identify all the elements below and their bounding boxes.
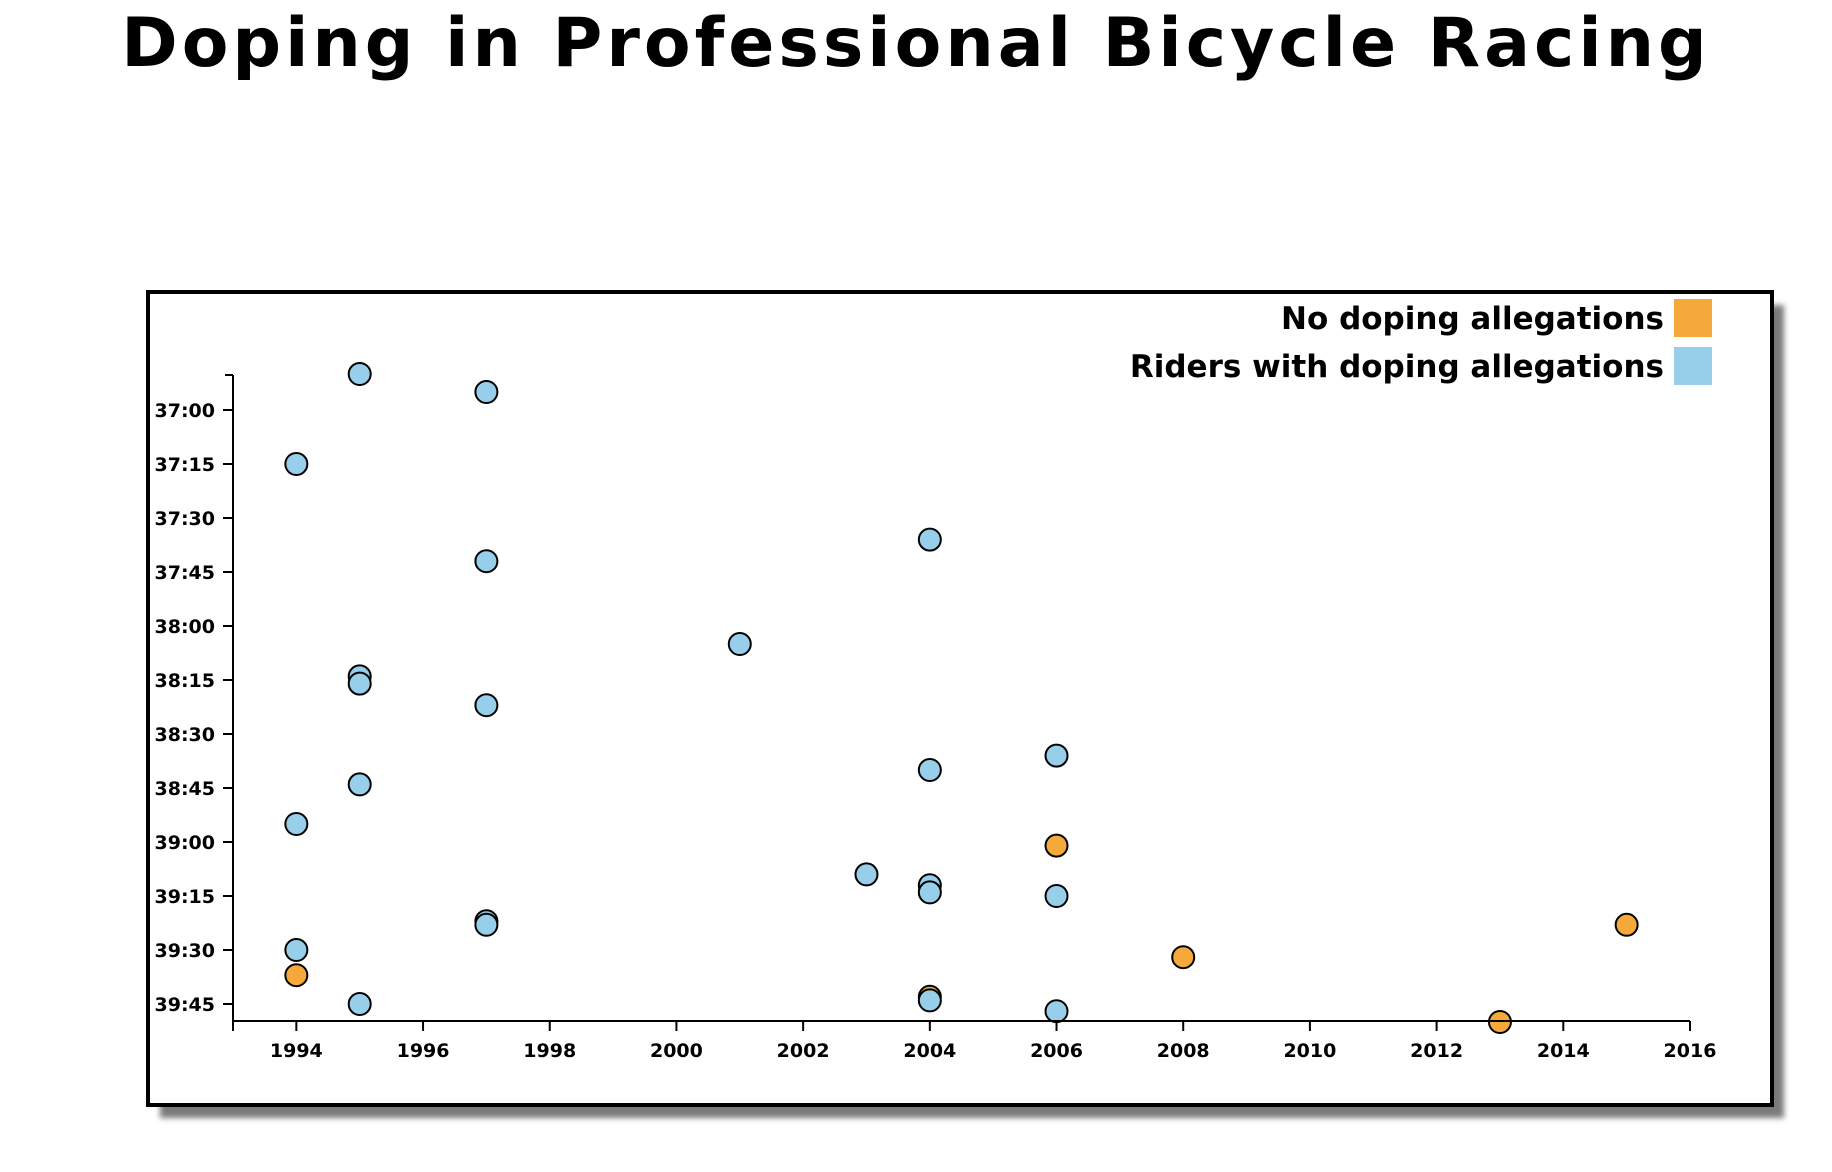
data-point[interactable]	[1044, 999, 1069, 1024]
x-tick-label: 2012	[1410, 1040, 1463, 1062]
y-tick-label: 39:30	[155, 940, 215, 962]
data-point[interactable]	[474, 380, 499, 404]
y-tick-label: 37:30	[155, 508, 215, 530]
legend-swatch	[1674, 299, 1712, 337]
y-tick-label: 39:15	[155, 886, 215, 908]
data-point[interactable]	[1044, 884, 1069, 908]
data-point[interactable]	[917, 880, 942, 905]
y-tick-label: 39:00	[155, 832, 215, 854]
data-point[interactable]	[917, 527, 942, 552]
y-tick-label: 37:15	[155, 454, 215, 476]
x-tick-label: 2004	[903, 1040, 956, 1062]
y-tick-label: 37:45	[155, 562, 215, 584]
x-tick-label: 2014	[1537, 1040, 1590, 1062]
data-point[interactable]	[917, 758, 942, 782]
x-tick-label: 2006	[1030, 1040, 1083, 1062]
legend-label: Riders with doping allegations	[1130, 349, 1664, 385]
data-point[interactable]	[284, 452, 309, 476]
data-point[interactable]	[474, 549, 499, 574]
data-point[interactable]	[347, 671, 372, 696]
plot-area	[284, 362, 1639, 1034]
data-point[interactable]	[284, 938, 309, 962]
data-point[interactable]	[1044, 743, 1069, 768]
chart-title: Doping in Professional Bicycle Racing	[121, 4, 1711, 83]
x-tick-label: 2010	[1283, 1040, 1336, 1062]
chart-frame	[146, 290, 1774, 1107]
data-point[interactable]	[474, 912, 499, 937]
y-tick-label: 38:45	[155, 778, 215, 800]
y-tick-label: 39:45	[155, 994, 215, 1016]
y-tick-label: 38:30	[155, 724, 215, 746]
data-point[interactable]	[1171, 945, 1196, 970]
y-tick-label: 38:15	[155, 670, 215, 692]
data-point[interactable]	[347, 362, 372, 386]
x-tick-label: 2002	[777, 1040, 830, 1062]
x-tick-label: 1994	[270, 1040, 323, 1062]
x-tick-label: 1998	[523, 1040, 576, 1062]
data-point[interactable]	[1044, 833, 1069, 858]
x-tick-label: 2008	[1157, 1040, 1210, 1062]
legend: No doping allegations Riders with doping …	[1130, 299, 1712, 385]
legend-swatch	[1674, 347, 1712, 385]
data-point[interactable]	[727, 632, 752, 656]
data-point[interactable]	[474, 693, 499, 718]
axes: 37:00 37:15 37:30 37:45 38:00 38:15 38:30 38:45…	[155, 374, 1717, 1062]
y-tick-label: 37:00	[155, 400, 215, 422]
x-tick-label: 2000	[650, 1040, 703, 1062]
data-point[interactable]	[854, 862, 879, 887]
data-point[interactable]	[347, 992, 372, 1016]
data-point[interactable]	[284, 963, 309, 988]
data-point[interactable]	[284, 812, 309, 836]
x-tick-label: 1996	[397, 1040, 450, 1062]
x-tick-label: 2016	[1664, 1040, 1717, 1062]
data-point[interactable]	[1614, 912, 1639, 937]
data-point[interactable]	[917, 988, 942, 1013]
y-tick-label: 38:00	[155, 616, 215, 638]
legend-label: No doping allegations	[1281, 301, 1664, 337]
data-point[interactable]	[347, 772, 372, 797]
